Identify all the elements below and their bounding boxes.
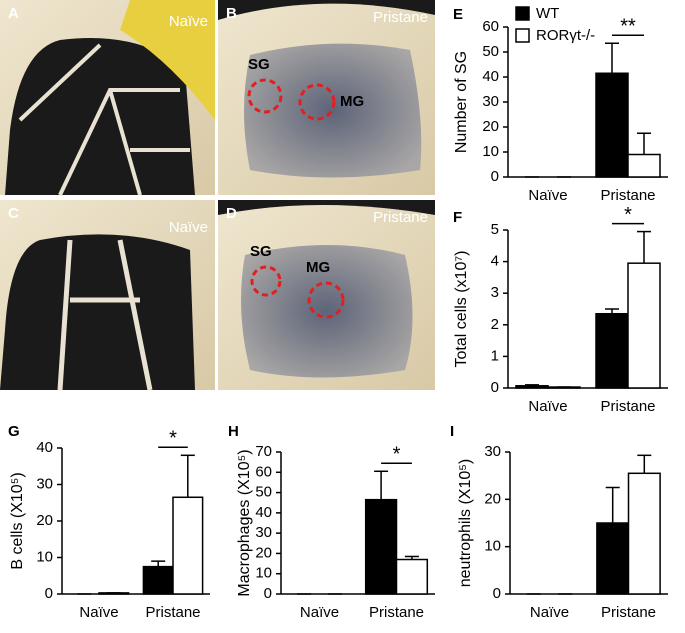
y-axis-label: Number of SG [453, 51, 470, 153]
y-tick-label: 40 [255, 504, 272, 521]
y-tick-label: 2 [491, 316, 499, 333]
photo-label: Pristane [373, 9, 428, 26]
y-tick-label: 40 [36, 439, 53, 456]
bar [142, 565, 174, 595]
photo-label: Pristane [373, 209, 428, 226]
photo-c: C Naïve [0, 200, 215, 391]
panel-letter: G [8, 423, 20, 440]
y-tick-label: 30 [482, 93, 499, 110]
y-tick-label: 20 [482, 118, 499, 135]
y-tick-label: 10 [36, 548, 53, 565]
y-tick-label: 60 [482, 18, 499, 35]
significance-label: ** [620, 16, 636, 38]
photo-label: Naïve [169, 13, 208, 30]
y-tick-label: 60 [255, 463, 272, 480]
annotation: SG [250, 243, 272, 260]
y-axis-label: neutrophils (X10⁵) [457, 459, 474, 587]
bar [395, 558, 429, 595]
panel-letter: F [453, 209, 462, 226]
panel-letter: E [453, 6, 463, 23]
bar [596, 522, 630, 595]
y-tick-label: 20 [255, 544, 272, 561]
x-tick-label: Naïve [300, 604, 339, 621]
y-tick-label: 3 [491, 284, 499, 301]
y-tick-label: 10 [484, 538, 501, 555]
annotation: MG [340, 93, 364, 110]
y-tick-label: 5 [491, 221, 499, 238]
y-tick-label: 20 [36, 512, 53, 529]
x-tick-label: Pristane [145, 604, 200, 621]
x-tick-label: Naïve [528, 187, 567, 204]
significance-label: * [169, 428, 177, 450]
significance-label: * [624, 204, 632, 226]
y-tick-label: 0 [491, 379, 499, 396]
legend-label: RORγt-/- [536, 27, 595, 44]
bar [627, 153, 661, 178]
photo-a: A Naïve [0, 0, 215, 196]
bar [595, 312, 629, 389]
x-tick-label: Pristane [369, 604, 424, 621]
panel-letter: D [226, 205, 237, 222]
y-axis-label: Total cells (x10⁷) [453, 251, 470, 368]
y-tick-label: 10 [482, 143, 499, 160]
photo-b: B Pristane SG MG [218, 0, 435, 195]
legend-swatch [515, 28, 530, 43]
y-tick-label: 20 [484, 490, 501, 507]
annotation: SG [248, 56, 270, 73]
y-tick-label: 0 [491, 168, 499, 185]
y-tick-label: 10 [255, 565, 272, 582]
x-tick-label: Naïve [530, 604, 569, 621]
y-tick-label: 0 [264, 585, 272, 602]
x-tick-label: Pristane [600, 398, 655, 415]
significance-label: * [393, 444, 401, 466]
sg-marker [250, 265, 282, 297]
panel-letter: A [8, 5, 19, 22]
panel-letter: H [228, 423, 239, 440]
bar [627, 472, 661, 595]
sg-marker [247, 78, 283, 114]
y-tick-label: 1 [491, 347, 499, 364]
legend-swatch [515, 6, 530, 21]
x-tick-label: Pristane [601, 604, 656, 621]
x-tick-label: Naïve [528, 398, 567, 415]
bar [172, 496, 204, 595]
y-tick-label: 0 [45, 585, 53, 602]
y-tick-label: 0 [493, 585, 501, 602]
mg-marker [307, 281, 345, 319]
y-tick-label: 50 [255, 484, 272, 501]
annotation: MG [306, 259, 330, 276]
y-tick-label: 30 [255, 524, 272, 541]
photo-label: Naïve [169, 219, 208, 236]
y-tick-label: 70 [255, 443, 272, 460]
y-tick-label: 40 [482, 68, 499, 85]
bar [595, 72, 629, 178]
y-tick-label: 50 [482, 43, 499, 60]
photo-d: D Pristane SG MG [218, 200, 435, 390]
panel-letter: B [226, 5, 237, 22]
bar [627, 262, 661, 389]
panel-letter: C [8, 205, 19, 222]
y-axis-label: Macrophages (X10⁵) [236, 449, 253, 596]
panel-letter: I [450, 423, 454, 440]
legend-label: WT [536, 5, 559, 22]
y-tick-label: 4 [491, 253, 499, 270]
y-tick-label: 30 [484, 443, 501, 460]
bar [515, 385, 549, 389]
x-tick-label: Naïve [79, 604, 118, 621]
y-axis-label: B cells (X10⁵) [9, 472, 26, 569]
x-tick-label: Pristane [600, 187, 655, 204]
y-tick-label: 30 [36, 475, 53, 492]
bar [364, 498, 398, 595]
mg-marker [298, 83, 336, 121]
